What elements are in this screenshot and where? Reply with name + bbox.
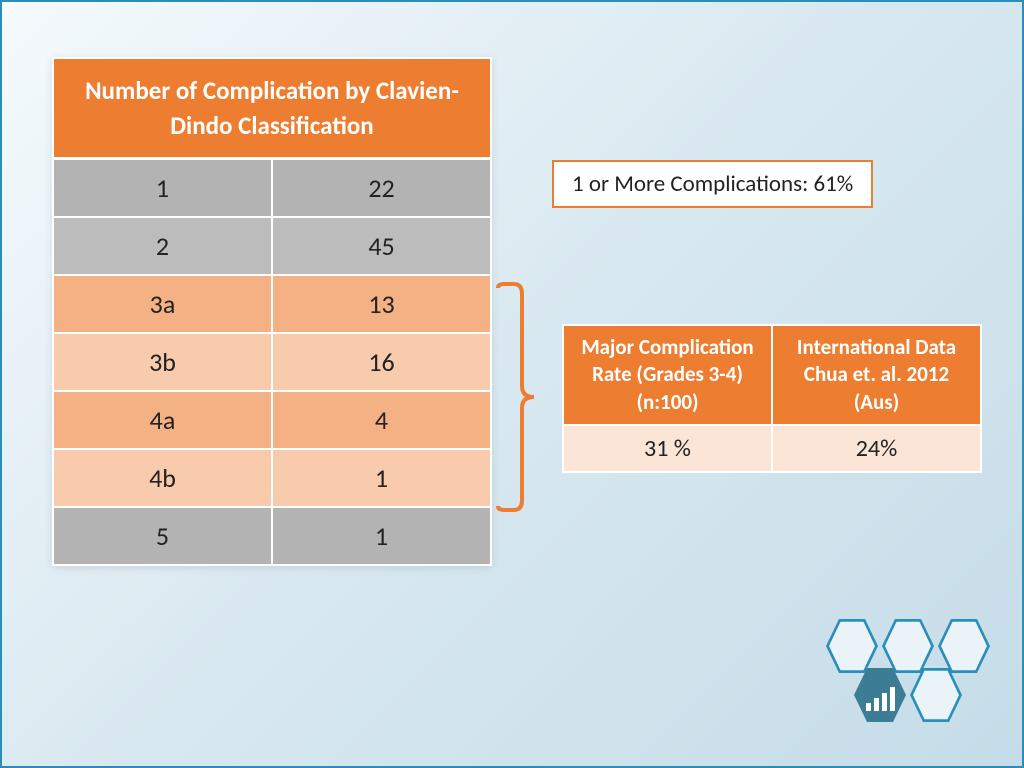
grade-cell: 4a	[53, 391, 272, 449]
count-cell: 1	[272, 507, 491, 565]
table-row: 3a 13	[53, 275, 491, 333]
table-row: 5 1	[53, 507, 491, 565]
table-row: 4a 4	[53, 391, 491, 449]
count-cell: 22	[272, 159, 491, 218]
count-cell: 4	[272, 391, 491, 449]
table-row: 3b 16	[53, 333, 491, 391]
compare-header-major: Major Complication Rate (Grades 3-4) (n:…	[563, 325, 772, 425]
grade-cell: 3b	[53, 333, 272, 391]
comparison-table: Major Complication Rate (Grades 3-4) (n:…	[562, 324, 982, 473]
hexagon-icon	[910, 665, 962, 725]
compare-value-intl: 24%	[772, 425, 981, 472]
table-row: 31 % 24%	[563, 425, 981, 472]
callout-text: 1 or More Complications: 61%	[572, 170, 853, 198]
hexagon-icon	[826, 616, 878, 676]
count-cell: 45	[272, 217, 491, 275]
complications-callout: 1 or More Complications: 61%	[552, 160, 873, 208]
complication-table: Number of Complication by Clavien-Dindo …	[52, 57, 492, 566]
count-cell: 1	[272, 449, 491, 507]
compare-header-intl: International Data Chua et. al. 2012 (Au…	[772, 325, 981, 425]
table-row: 4b 1	[53, 449, 491, 507]
count-cell: 16	[272, 333, 491, 391]
compare-value-major: 31 %	[563, 425, 772, 472]
grade-cell: 3a	[53, 275, 272, 333]
hexagon-icon	[938, 616, 990, 676]
hexagon-decoration	[794, 612, 994, 742]
hexagon-icon	[882, 616, 934, 676]
grade-cell: 2	[53, 217, 272, 275]
bracket-connector	[494, 280, 540, 514]
grade-cell: 4b	[53, 449, 272, 507]
table-row: 2 45	[53, 217, 491, 275]
count-cell: 13	[272, 275, 491, 333]
complication-table-header: Number of Complication by Clavien-Dindo …	[53, 58, 491, 159]
grade-cell: 5	[53, 507, 272, 565]
grade-cell: 1	[53, 159, 272, 218]
table-row: 1 22	[53, 159, 491, 218]
bar-chart-icon	[854, 665, 906, 725]
